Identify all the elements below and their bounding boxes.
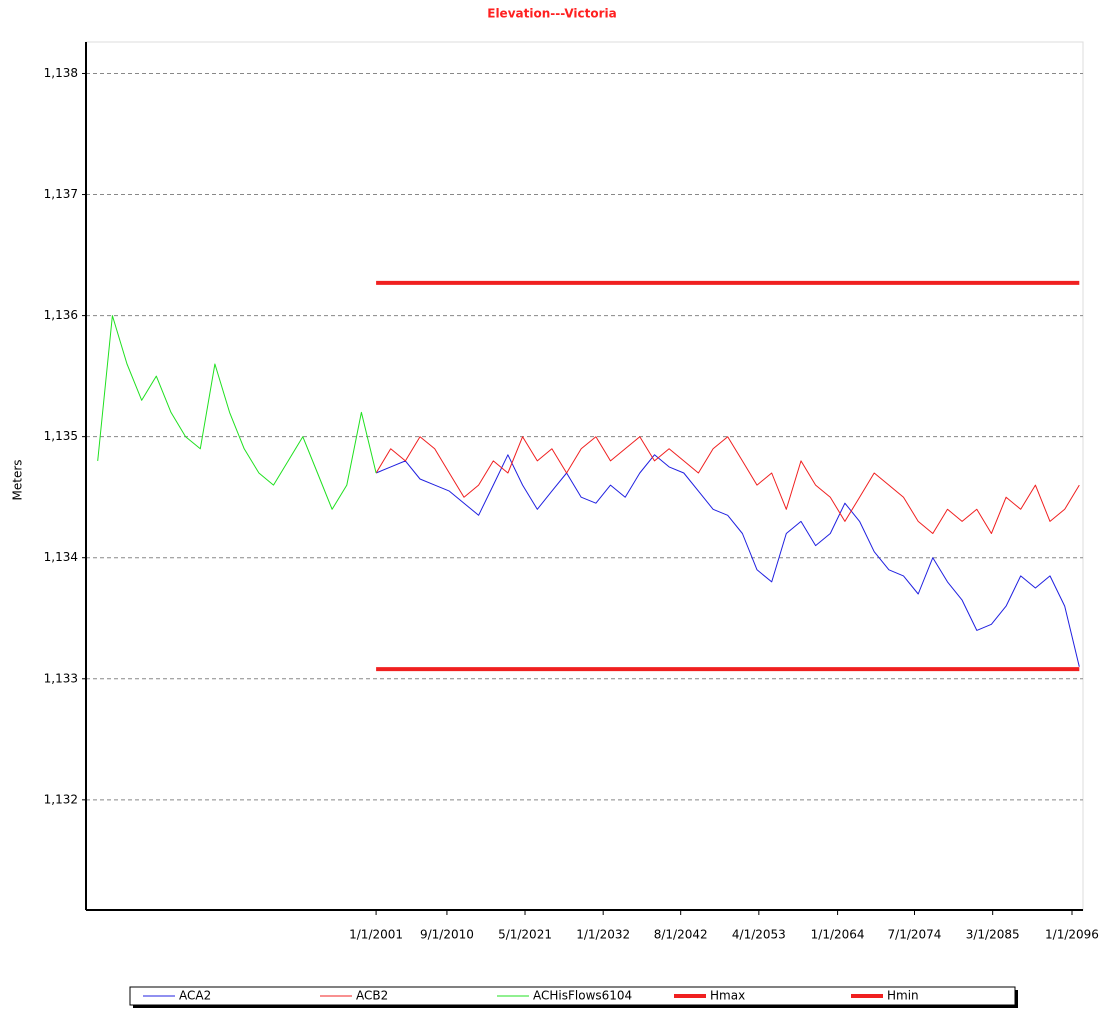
- series-line: [375, 454, 1080, 667]
- series-line: [375, 436, 1080, 534]
- y-tick-label: 1,135: [44, 429, 78, 443]
- series-line: [97, 315, 377, 510]
- y-tick-label: 1,132: [44, 792, 78, 806]
- x-tick-label: 9/1/2010: [420, 928, 474, 942]
- x-tick-label: 1/1/2096: [1045, 928, 1099, 942]
- x-tick-label: 1/1/2032: [576, 928, 630, 942]
- y-tick-label: 1,134: [44, 550, 78, 564]
- plot-area: [85, 41, 1084, 911]
- y-tick-label: 1,136: [44, 308, 78, 322]
- x-tick-label: 3/1/2085: [966, 928, 1020, 942]
- x-tick-label: 5/1/2021: [498, 928, 552, 942]
- legend-label: ACHisFlows6104: [533, 989, 632, 1003]
- y-tick-label: 1,137: [44, 187, 78, 201]
- legend-label: ACB2: [356, 989, 388, 1003]
- y-tick-label: 1,133: [44, 671, 78, 685]
- x-tick-label: 4/1/2053: [732, 928, 786, 942]
- legend: [129, 986, 1016, 1006]
- y-axis-label: Meters: [11, 459, 25, 500]
- x-tick-label: 7/1/2074: [888, 928, 942, 942]
- legend-label: Hmin: [887, 989, 919, 1003]
- x-tick-label: 8/1/2042: [654, 928, 708, 942]
- chart-title: Elevation---Victoria: [487, 7, 617, 21]
- y-tick-label: 1,138: [44, 66, 78, 80]
- x-tick-label: 1/1/2001: [349, 928, 403, 942]
- legend-label: ACA2: [179, 989, 211, 1003]
- x-tick-label: 1/1/2064: [811, 928, 865, 942]
- legend-label: Hmax: [710, 989, 745, 1003]
